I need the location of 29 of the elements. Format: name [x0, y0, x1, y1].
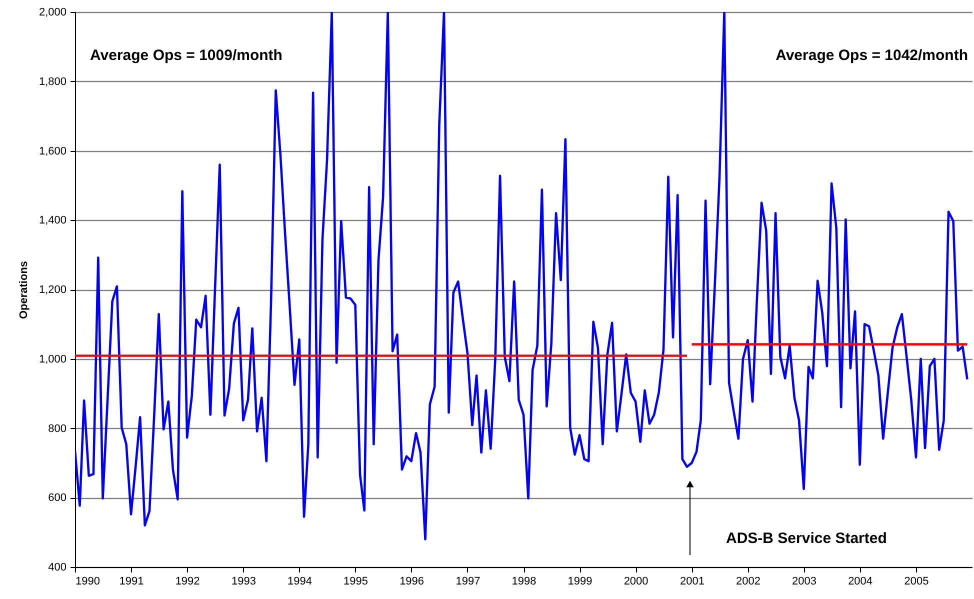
annotation: ADS-B Service Started [726, 530, 887, 547]
x-tick-label: 1996 [400, 576, 424, 588]
y-tick-label: 2,000 [38, 6, 66, 18]
x-tick-label: 1998 [512, 576, 536, 588]
y-tick-label: 600 [48, 492, 66, 504]
x-tick-label: 2005 [904, 576, 929, 588]
y-tick-label: 1,800 [38, 76, 66, 88]
x-tick-label: 2002 [736, 576, 760, 588]
x-tick-label: 1999 [568, 576, 592, 588]
x-tick-label: 1995 [344, 576, 368, 588]
x-tick-label: 1990 [76, 576, 100, 588]
x-tick-label: 1997 [456, 576, 480, 588]
y-tick-label: 1,400 [38, 214, 66, 227]
y-tick-label: 800 [48, 422, 66, 435]
x-tick-label: 2004 [848, 576, 873, 588]
y-tick-label: 1,600 [38, 145, 66, 158]
x-tick-label: 1992 [175, 576, 200, 588]
y-tick-label: 1,000 [38, 353, 66, 366]
y-axis-title: Operations [18, 260, 30, 320]
annotation: Average Ops = 1042/month [776, 47, 968, 64]
y-tick-label: 400 [48, 562, 66, 574]
annotation: Average Ops = 1009/month [90, 47, 282, 64]
x-tick-label: 2003 [792, 576, 817, 588]
x-tick-label: 2000 [624, 576, 648, 588]
y-tick-label: 1,200 [38, 284, 66, 296]
x-tick-label: 1991 [119, 576, 144, 588]
x-tick-label: 2001 [680, 576, 704, 588]
x-tick-label: 1993 [231, 576, 256, 588]
x-tick-label: 1994 [288, 576, 312, 588]
